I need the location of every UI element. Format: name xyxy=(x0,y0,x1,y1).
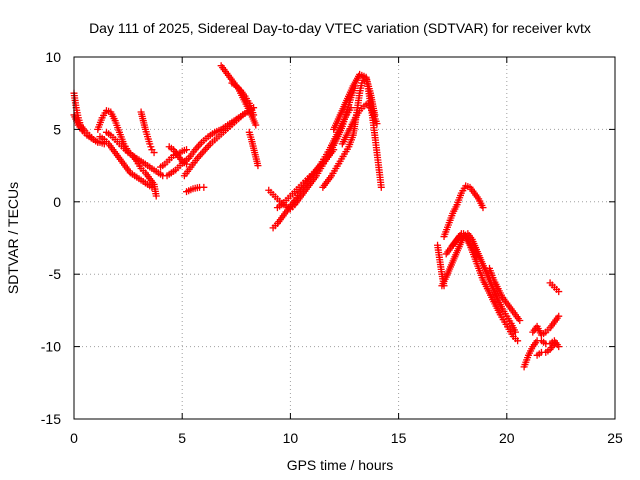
series-arc-15 xyxy=(245,128,262,170)
series-arc-4 xyxy=(96,133,156,191)
axis-ticks xyxy=(73,56,616,420)
y-tick-labels: -15 -10 -5 0 5 10 xyxy=(41,49,61,427)
y-tick-label: -5 xyxy=(49,266,62,282)
data-point xyxy=(516,317,524,325)
x-tick-labels: 0 5 10 15 20 25 xyxy=(70,430,623,446)
y-tick-label: 0 xyxy=(53,194,61,210)
y-tick-label: 5 xyxy=(53,121,61,137)
data-point xyxy=(555,343,563,351)
x-tick-label: 5 xyxy=(178,430,186,446)
data-point xyxy=(250,111,258,119)
series-arc-24 xyxy=(440,182,487,241)
data-point xyxy=(555,312,563,320)
series-arc-14 xyxy=(228,79,258,119)
data-point xyxy=(330,146,338,154)
x-tick-label: 0 xyxy=(70,430,78,446)
x-tick-label: 20 xyxy=(499,430,515,446)
y-tick-label: 10 xyxy=(45,49,61,65)
data-point xyxy=(514,337,522,345)
data-point xyxy=(183,160,191,168)
series-arc-29 xyxy=(529,312,563,339)
series-arc-6 xyxy=(137,108,158,157)
data-point xyxy=(377,183,385,191)
y-tick-label: -15 xyxy=(41,411,61,427)
series-arc-21 xyxy=(338,99,381,148)
data-point xyxy=(254,162,262,170)
series-arc-9 xyxy=(165,143,191,168)
chart-title: Day 111 of 2025, Sidereal Day-to-day VTE… xyxy=(89,20,591,36)
x-tick-label: 10 xyxy=(283,430,299,446)
plot-frame xyxy=(73,56,616,420)
data-point xyxy=(373,120,381,128)
series-arc-31 xyxy=(546,279,563,296)
x-tick-label: 25 xyxy=(607,430,623,446)
series-arc-18 xyxy=(273,146,338,212)
x-tick-label: 15 xyxy=(391,430,407,446)
data-points xyxy=(70,62,563,371)
data-point xyxy=(148,183,156,191)
data-point xyxy=(150,149,158,157)
series-arc-5 xyxy=(102,128,167,180)
series-arc-26 xyxy=(449,230,522,345)
series-arc-23 xyxy=(438,230,519,336)
grid xyxy=(74,57,615,419)
data-point xyxy=(200,183,208,191)
y-axis-label: SDTVAR / TECUs xyxy=(5,182,21,294)
y-tick-label: -10 xyxy=(41,339,61,355)
data-point xyxy=(479,204,487,212)
series-arc-30 xyxy=(533,340,558,359)
x-axis-label: GPS time / hours xyxy=(287,457,394,473)
data-point xyxy=(550,340,558,348)
series-arc-11 xyxy=(185,108,251,162)
data-point xyxy=(183,146,191,154)
series-arc-12 xyxy=(183,183,208,196)
data-point xyxy=(252,121,260,129)
data-point xyxy=(152,192,160,200)
series-arc-27 xyxy=(485,264,524,325)
data-point xyxy=(555,288,563,296)
